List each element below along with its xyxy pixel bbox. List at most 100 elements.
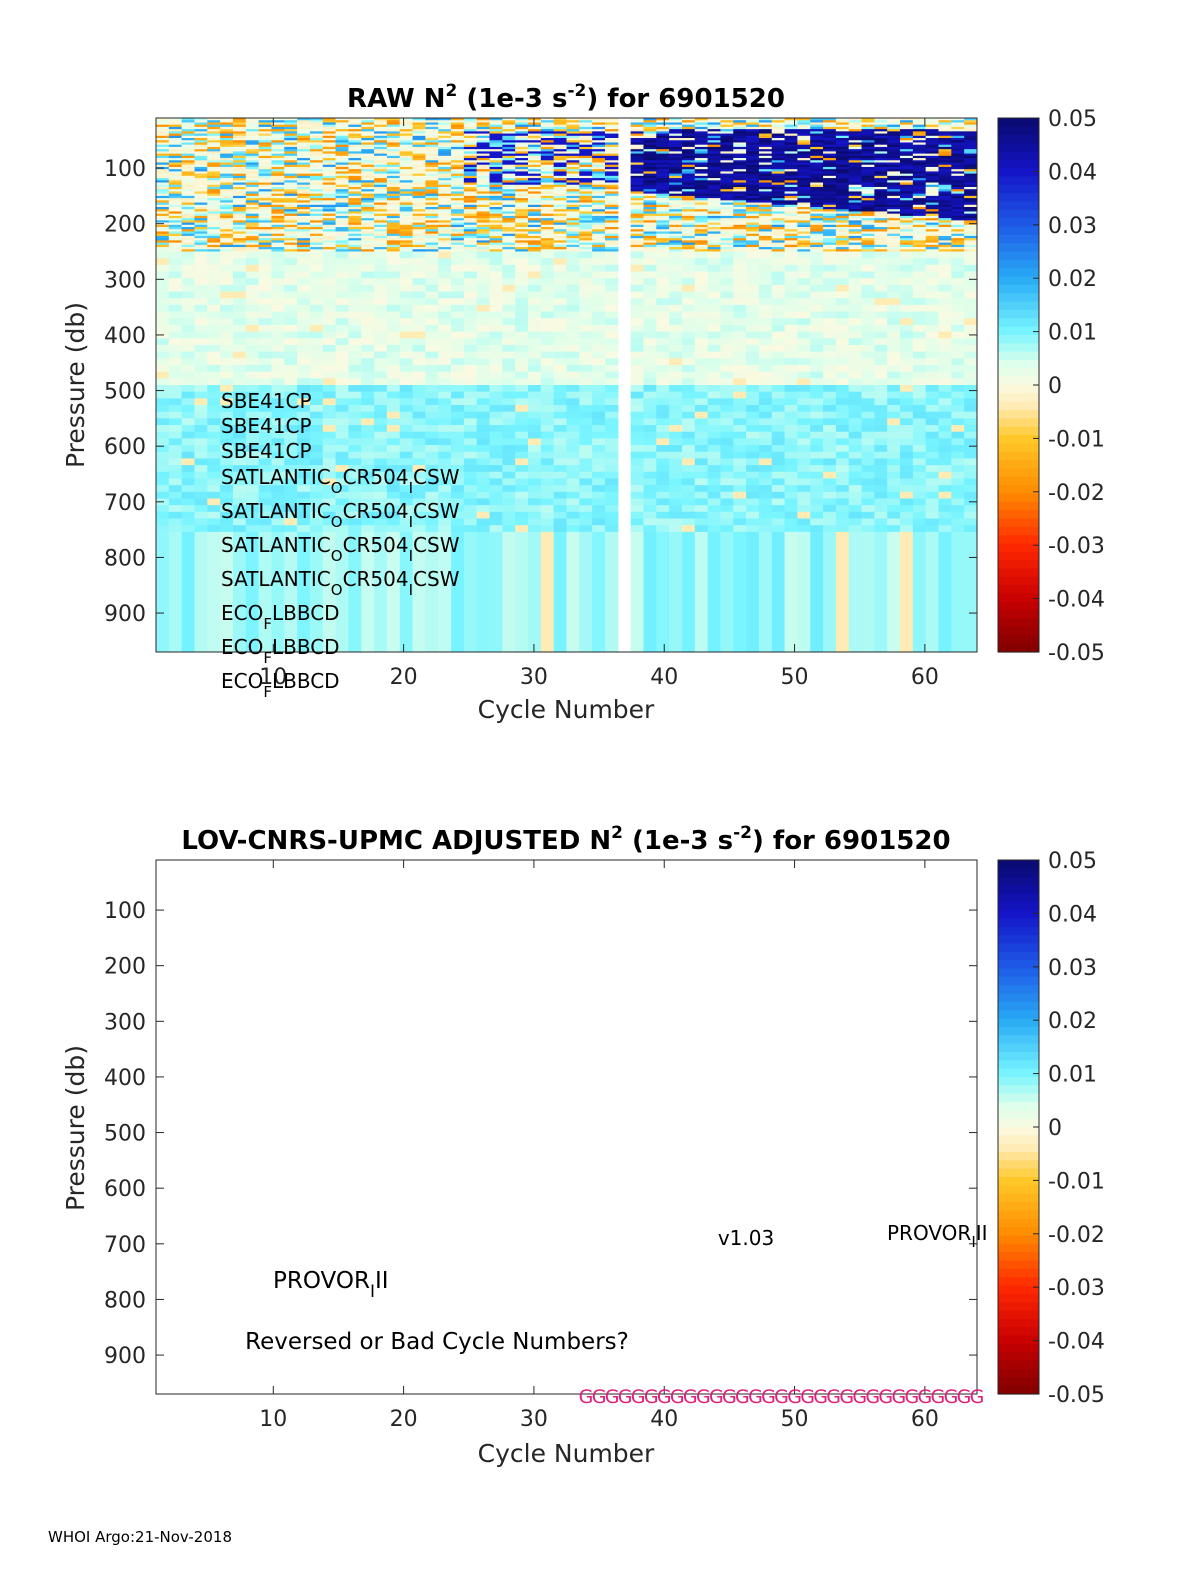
heatmap-cell (579, 211, 593, 215)
heatmap-cell (566, 202, 580, 206)
heatmap-cell (399, 518, 414, 526)
heatmap-cell (515, 364, 529, 373)
heatmap-cell (463, 182, 478, 186)
heatmap-cell (181, 120, 196, 124)
heatmap-cell (592, 505, 606, 513)
heatmap-cell (245, 140, 260, 144)
heatmap-cell (220, 385, 234, 393)
heatmap-cell (335, 511, 350, 520)
heatmap-cell (540, 242, 555, 246)
heatmap-cell (245, 160, 260, 164)
heatmap-cell (771, 391, 786, 399)
heatmap-cell (489, 398, 503, 406)
heatmap-cell (374, 385, 388, 393)
heatmap-cell (284, 207, 298, 210)
heatmap-cell (451, 140, 465, 144)
heatmap-cell (592, 318, 606, 326)
heatmap-cell (476, 258, 491, 266)
heatmap-cell (720, 411, 734, 419)
heatmap-cell (592, 458, 606, 466)
heatmap-cell (720, 144, 734, 148)
heatmap-cell (489, 133, 503, 137)
heatmap-cell (438, 149, 452, 152)
heatmap-cell (412, 231, 426, 235)
heatmap-cell (656, 202, 670, 206)
heatmap-cell (528, 251, 542, 259)
heatmap-cell (271, 471, 285, 480)
heatmap-cell (528, 175, 542, 179)
heatmap-cell (168, 160, 183, 164)
heatmap-cell (681, 418, 696, 426)
heatmap-cell (566, 425, 580, 433)
heatmap-cell (425, 215, 439, 219)
heatmap-cell (515, 385, 529, 393)
heatmap-cell (707, 249, 722, 253)
heatmap-cell (386, 182, 401, 186)
heatmap-cell (720, 171, 734, 175)
heatmap-cell (771, 209, 786, 213)
heatmap-cell (258, 169, 273, 172)
heatmap-cell (694, 304, 709, 313)
heatmap-cell (707, 126, 722, 130)
heatmap-cell (374, 224, 388, 228)
heatmap-cell (451, 518, 465, 526)
heatmap-cell (528, 218, 542, 221)
heatmap-cell (566, 242, 580, 246)
heatmap-cell (220, 531, 234, 652)
heatmap-cell (322, 231, 337, 235)
heatmap-cell (771, 491, 786, 500)
heatmap-cell (656, 129, 670, 132)
heatmap-cell (386, 278, 401, 286)
heatmap-cell (656, 140, 670, 144)
heatmap-cell (566, 338, 580, 346)
heatmap-cell (412, 138, 426, 141)
heatmap-cell (771, 242, 786, 246)
heatmap-cell (489, 227, 503, 230)
heatmap-cell (476, 244, 491, 248)
heatmap-cell (476, 431, 491, 439)
heatmap-cell (412, 173, 426, 177)
heatmap-cell (771, 505, 786, 513)
heatmap-cell (348, 135, 362, 139)
heatmap-cell (297, 338, 311, 346)
heatmap-cell (694, 240, 709, 244)
heatmap-cell (502, 458, 516, 466)
heatmap-cell (758, 498, 773, 506)
heatmap-cell (386, 298, 401, 306)
heatmap-cell (643, 371, 657, 379)
heatmap-cell (156, 471, 170, 480)
heatmap-cell (232, 231, 247, 235)
heatmap-cell (220, 331, 234, 339)
heatmap-cell (643, 218, 657, 221)
heatmap-cell (412, 233, 426, 237)
heatmap-cell (733, 531, 747, 652)
heatmap-cell (309, 244, 324, 248)
heatmap-cell (630, 189, 645, 193)
heatmap-cell (438, 318, 452, 326)
heatmap-cell (694, 162, 709, 166)
heatmap-cell (399, 213, 414, 217)
heatmap-cell (476, 471, 491, 480)
heatmap-cell (386, 418, 401, 426)
heatmap-cell (271, 140, 285, 144)
heatmap-cell (694, 142, 709, 146)
heatmap-cell (630, 180, 645, 184)
heatmap-cell (528, 186, 542, 190)
heatmap-cell (335, 162, 350, 166)
heatmap-cell (451, 505, 465, 513)
heatmap-cell (489, 204, 503, 208)
heatmap-cell (553, 184, 568, 188)
heatmap-cell (707, 131, 722, 135)
heatmap-cell (156, 298, 170, 306)
heatmap-cell (258, 431, 273, 439)
heatmap-cell (335, 220, 350, 224)
heatmap-cell (604, 193, 619, 197)
heatmap-cell (412, 175, 426, 179)
heatmap-cell (425, 204, 439, 208)
heatmap-cell (271, 278, 285, 286)
heatmap-cell (681, 278, 696, 286)
heatmap-cell (720, 378, 734, 386)
heatmap-cell (425, 284, 439, 293)
heatmap-cell (720, 331, 734, 339)
